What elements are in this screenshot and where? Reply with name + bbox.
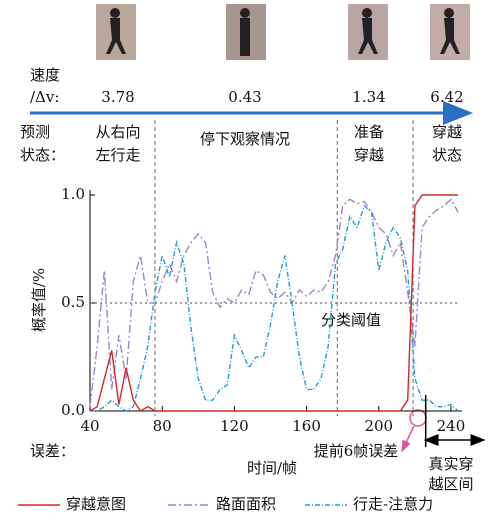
- speed-value: 3.78: [101, 88, 134, 106]
- state-label: 状态：: [20, 146, 65, 164]
- state-text: 状态: [432, 146, 462, 164]
- photos: [96, 4, 470, 60]
- interval-label: 越区间: [428, 475, 473, 493]
- x-tick-label: 200: [364, 417, 393, 435]
- speed-value: 6.42: [430, 88, 463, 106]
- x-tick-label: 80: [153, 417, 172, 435]
- state-text: 左行走: [95, 146, 140, 164]
- x-axis-label: 时间/帧: [247, 459, 297, 477]
- state-text: 停下观察情况: [200, 130, 290, 148]
- y-axis-label: 概率值/%: [30, 268, 48, 332]
- lead-error: 提前6帧误差: [314, 442, 399, 460]
- figure: 速度/Δv: 3.78 0.43 1.34 6.42 预测状态： 从右向左行走 停下观察情况 准…: [0, 0, 488, 518]
- state-text: 准备: [354, 123, 384, 141]
- y-tick-label: 1.0: [61, 185, 85, 203]
- x-tick-label: 160: [292, 417, 321, 435]
- interval-label: 真实穿: [428, 455, 473, 473]
- error-label: 误差：: [30, 442, 75, 460]
- speed-value: 1.34: [352, 88, 385, 106]
- state-text: 从右向: [95, 123, 140, 141]
- state-text: 穿越: [432, 123, 462, 141]
- error-pointer: [402, 426, 414, 451]
- x-tick-label: 120: [220, 417, 249, 435]
- series-line: [90, 206, 458, 411]
- legend-label: 穿越意图: [66, 495, 126, 513]
- legend-label: 路面面积: [216, 495, 276, 513]
- error-circle: [410, 410, 426, 426]
- speed-label: 速度: [30, 66, 60, 84]
- state-label: 预测: [20, 123, 50, 141]
- x-tick-label: 40: [80, 417, 99, 435]
- speed-value: 0.43: [228, 88, 261, 106]
- state-text: 穿越: [354, 146, 384, 164]
- x-tick-label: 240: [437, 417, 466, 435]
- legend-label: 行走-注意力: [353, 495, 433, 513]
- speed-label: /Δv:: [30, 88, 59, 106]
- y-tick-label: 0.5: [61, 293, 85, 311]
